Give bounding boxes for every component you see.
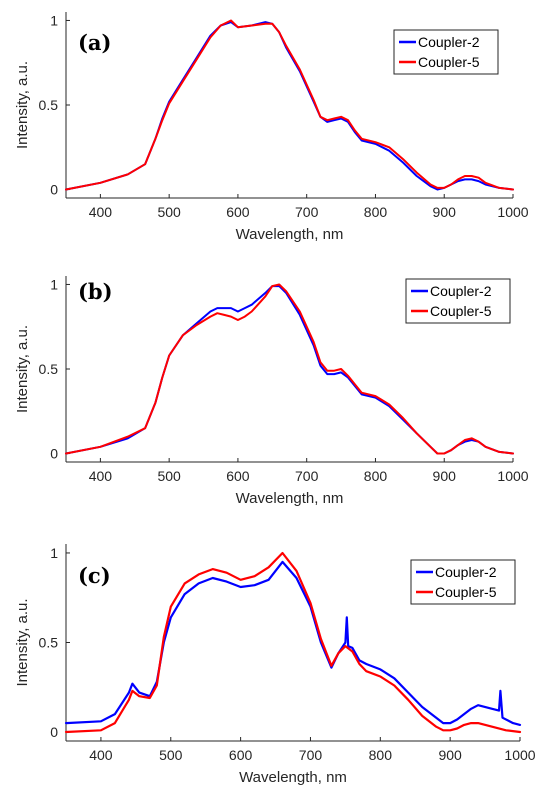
legend-entry-label: Coupler-5 bbox=[435, 584, 497, 600]
legend: Coupler-2 Coupler-5 bbox=[405, 278, 511, 324]
series-line-coupler-5 bbox=[64, 551, 522, 734]
panel-label: (a) bbox=[78, 30, 111, 55]
x-axis-title: Wavelength, nm bbox=[239, 769, 347, 786]
x-tick-label: 400 bbox=[89, 468, 113, 484]
y-tick-label: 1 bbox=[50, 276, 58, 292]
x-tick-label: 600 bbox=[229, 747, 253, 763]
x-tick-label: 700 bbox=[295, 468, 319, 484]
legend-entry-label: Coupler-5 bbox=[430, 303, 492, 319]
legend-entry-label: Coupler-2 bbox=[435, 564, 497, 580]
x-tick-label: 600 bbox=[226, 204, 250, 220]
y-tick-label: 1 bbox=[50, 545, 58, 561]
y-axis-title: Intensity, a.u. bbox=[14, 61, 31, 149]
y-axis-title: Intensity, a.u. bbox=[14, 598, 31, 686]
x-tick-label: 500 bbox=[157, 204, 181, 220]
legend: Coupler-2 Coupler-5 bbox=[410, 559, 516, 605]
x-tick-label: 900 bbox=[438, 747, 462, 763]
x-tick-label: 900 bbox=[433, 204, 457, 220]
x-axis-title: Wavelength, nm bbox=[236, 490, 344, 507]
legend-box bbox=[405, 278, 511, 324]
legend-entry-label: Coupler-2 bbox=[430, 283, 492, 299]
y-tick-label: 0 bbox=[50, 446, 58, 462]
x-tick-label: 700 bbox=[299, 747, 323, 763]
x-tick-label: 800 bbox=[364, 468, 388, 484]
y-tick-label: 0.5 bbox=[39, 361, 59, 377]
series-line-coupler-5 bbox=[65, 19, 514, 191]
x-tick-label: 600 bbox=[226, 468, 250, 484]
x-tick-label: 400 bbox=[89, 747, 113, 763]
legend-box bbox=[410, 559, 516, 605]
x-tick-label: 800 bbox=[364, 204, 388, 220]
legend: Coupler-2 Coupler-5 bbox=[393, 29, 499, 75]
y-tick-label: 1 bbox=[50, 12, 58, 28]
y-axis-title: Intensity, a.u. bbox=[14, 325, 31, 413]
x-tick-label: 1000 bbox=[504, 747, 535, 763]
x-tick-label: 700 bbox=[295, 204, 319, 220]
chart-panel-3: 400 500 600 700 800 900 1000 0 0.5 1 Wavelength, n… bbox=[14, 544, 536, 786]
legend-entry-label: Coupler-5 bbox=[418, 54, 480, 70]
x-tick-label: 500 bbox=[157, 468, 181, 484]
panel-label: (b) bbox=[78, 279, 113, 304]
y-tick-label: 0.5 bbox=[39, 97, 59, 113]
x-tick-label: 1000 bbox=[497, 468, 528, 484]
y-tick-label: 0 bbox=[50, 724, 58, 740]
chart-panel-1: 400 500 600 700 800 900 1000 0 0.5 1 Wavelength, n… bbox=[14, 12, 529, 243]
x-tick-label: 1000 bbox=[497, 204, 528, 220]
y-tick-label: 0.5 bbox=[39, 635, 59, 651]
series-line-coupler-5 bbox=[65, 283, 514, 455]
panel-label: (c) bbox=[78, 563, 111, 588]
x-tick-label: 400 bbox=[89, 204, 113, 220]
y-tick-label: 0 bbox=[50, 182, 58, 198]
x-tick-label: 500 bbox=[159, 747, 183, 763]
legend-box bbox=[393, 29, 499, 75]
chart-panel-2: 400 500 600 700 800 900 1000 0 0.5 1 Wavelength, n… bbox=[14, 276, 529, 507]
x-tick-label: 800 bbox=[369, 747, 393, 763]
legend-entry-label: Coupler-2 bbox=[418, 34, 480, 50]
x-tick-label: 900 bbox=[433, 468, 457, 484]
x-axis-title: Wavelength, nm bbox=[236, 226, 344, 243]
